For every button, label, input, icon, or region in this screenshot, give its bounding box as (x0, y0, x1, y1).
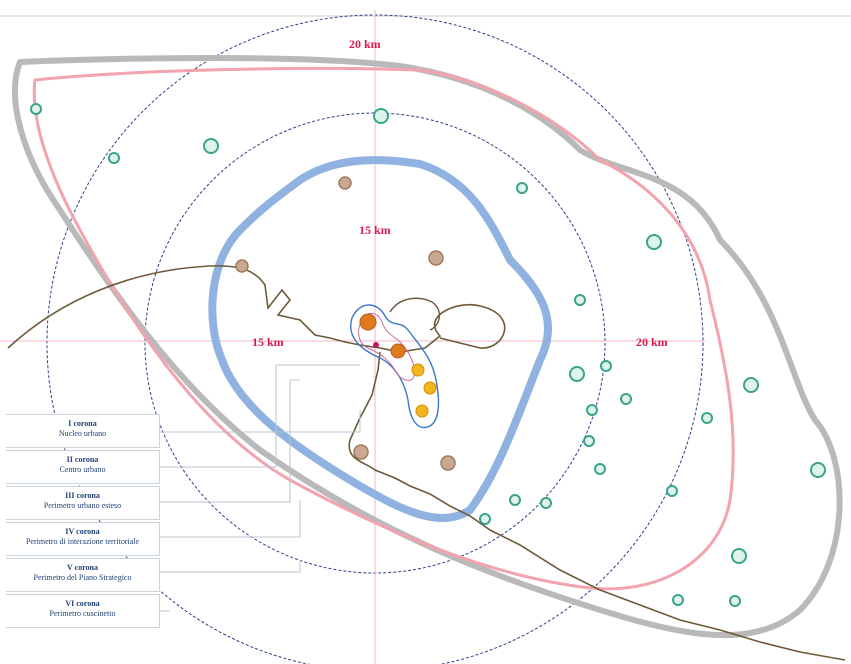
legend-item-corona-2: II corona Centro urbano (6, 450, 160, 484)
green-circle-marker-icon (203, 138, 219, 154)
green-circle-marker-icon (108, 152, 120, 164)
legend-subtitle: Centro urbano (59, 465, 106, 474)
distance-label-inner-15km: 15 km (359, 223, 391, 237)
green-circle-marker-icon (569, 366, 585, 382)
core-inner-outline (358, 313, 415, 381)
brown-circle-marker-icon (428, 250, 444, 266)
green-circle-marker-icon (574, 294, 586, 306)
green-circle-marker-icon (516, 182, 528, 194)
green-circle-marker-icon (620, 393, 632, 405)
green-circle-marker-icon (701, 412, 713, 424)
core-outline (350, 304, 440, 429)
river-loop-north (389, 297, 440, 331)
legend-item-corona-1: I corona Nucleo urbano (6, 414, 160, 448)
green-circle-marker-icon (479, 513, 491, 525)
green-circle-marker-icon (373, 108, 389, 124)
green-circle-marker-icon (586, 404, 598, 416)
legend-title: IV corona (65, 527, 100, 536)
legend-subtitle: Perimetro cuscinetto (49, 609, 116, 618)
green-circle-marker-icon (646, 234, 662, 250)
legend-leader-lines (160, 364, 361, 612)
strategic-plan-perimeter (32, 66, 735, 591)
green-circle-marker-icon (666, 485, 678, 497)
legend-title: VI corona (65, 599, 100, 608)
green-markers (30, 103, 826, 607)
river-line (7, 265, 506, 353)
orange-markers (359, 313, 406, 359)
orange-circle-marker-icon (359, 313, 377, 331)
yellow-circle-marker-icon (411, 363, 425, 377)
orange-circle-marker-icon (390, 343, 406, 359)
urban-perimeter (208, 156, 552, 522)
legend-title: III corona (65, 491, 100, 500)
yellow-markers (411, 363, 437, 418)
brown-circle-marker-icon (440, 455, 456, 471)
distance-label-top-20km: 20 km (349, 37, 381, 51)
green-circle-marker-icon (743, 377, 759, 393)
yellow-circle-marker-icon (415, 404, 429, 418)
green-circle-marker-icon (583, 435, 595, 447)
legend-subtitle: Perimetro di interazione territoriale (25, 537, 140, 546)
legend-item-corona-5: V corona Perimetro del Piano Strategico (6, 558, 160, 592)
legend-title: V corona (66, 563, 99, 572)
yellow-circle-marker-icon (423, 381, 437, 395)
green-circle-marker-icon (731, 548, 747, 564)
legend-subtitle: Perimetro del Piano Strategico (33, 573, 132, 582)
legend-item-corona-6: VI corona Perimetro cuscinetto (6, 594, 160, 628)
legend-item-corona-3: III corona Perimetro urbano esteso (6, 486, 160, 520)
green-circle-marker-icon (540, 497, 552, 509)
green-circle-marker-icon (672, 594, 684, 606)
brown-circle-marker-icon (235, 259, 249, 273)
legend-item-corona-4: IV corona Perimetro di interazione terri… (6, 522, 160, 556)
green-circle-marker-icon (30, 103, 42, 115)
brown-circle-marker-icon (353, 444, 369, 460)
river-line-south (348, 351, 846, 661)
corona-legend: I corona Nucleo urbano II corona Centro … (6, 414, 160, 630)
legend-subtitle: Perimetro urbano esteso (43, 501, 122, 510)
brown-markers (235, 176, 456, 471)
legend-title: I corona (68, 419, 97, 428)
green-circle-marker-icon (729, 595, 741, 607)
distance-label-left-15km: 15 km (252, 335, 284, 349)
green-circle-marker-icon (594, 463, 606, 475)
green-circle-marker-icon (600, 360, 612, 372)
legend-title: II corona (66, 455, 99, 464)
green-circle-marker-icon (509, 494, 521, 506)
green-circle-marker-icon (810, 462, 826, 478)
legend-subtitle: Nucleo urbano (58, 429, 107, 438)
distance-label-right-20km: 20 km (636, 335, 668, 349)
brown-circle-marker-icon (338, 176, 352, 190)
center-point-icon (373, 342, 379, 348)
